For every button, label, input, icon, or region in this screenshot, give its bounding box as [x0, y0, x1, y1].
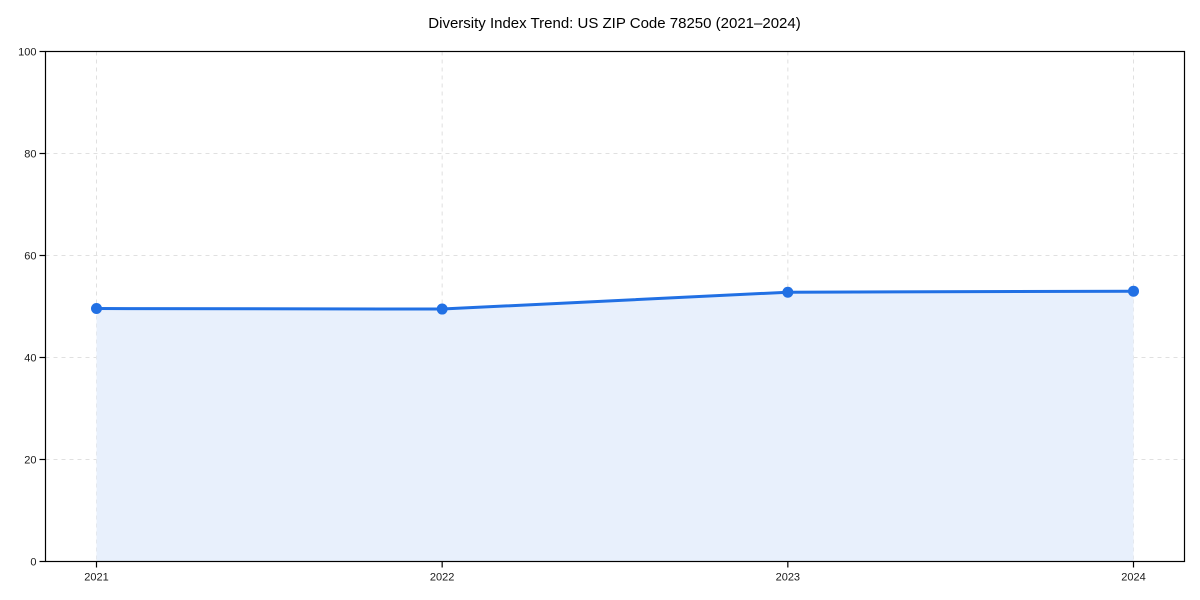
data-point-marker [782, 286, 794, 298]
y-tick-label: 80 [24, 149, 36, 161]
area-fill [96, 291, 1134, 562]
y-tick-label: 100 [18, 47, 36, 59]
data-point-marker [1128, 285, 1139, 297]
y-tick-label: 40 [24, 353, 36, 365]
chart-title: Diversity Index Trend: US ZIP Code 78250… [428, 15, 801, 32]
x-tick-label: 2023 [776, 572, 800, 584]
x-tick-label: 2022 [430, 572, 454, 584]
data-point-marker [91, 303, 102, 315]
y-tick-label: 0 [30, 557, 36, 569]
x-tick-label: 2024 [1121, 572, 1145, 584]
plot-border [44, 50, 1186, 563]
trend-line [95, 289, 1135, 311]
data-point-marker [436, 303, 448, 315]
y-tick-label: 60 [24, 251, 36, 263]
x-tick-label: 2021 [84, 572, 108, 584]
y-tick-label: 20 [24, 455, 36, 467]
